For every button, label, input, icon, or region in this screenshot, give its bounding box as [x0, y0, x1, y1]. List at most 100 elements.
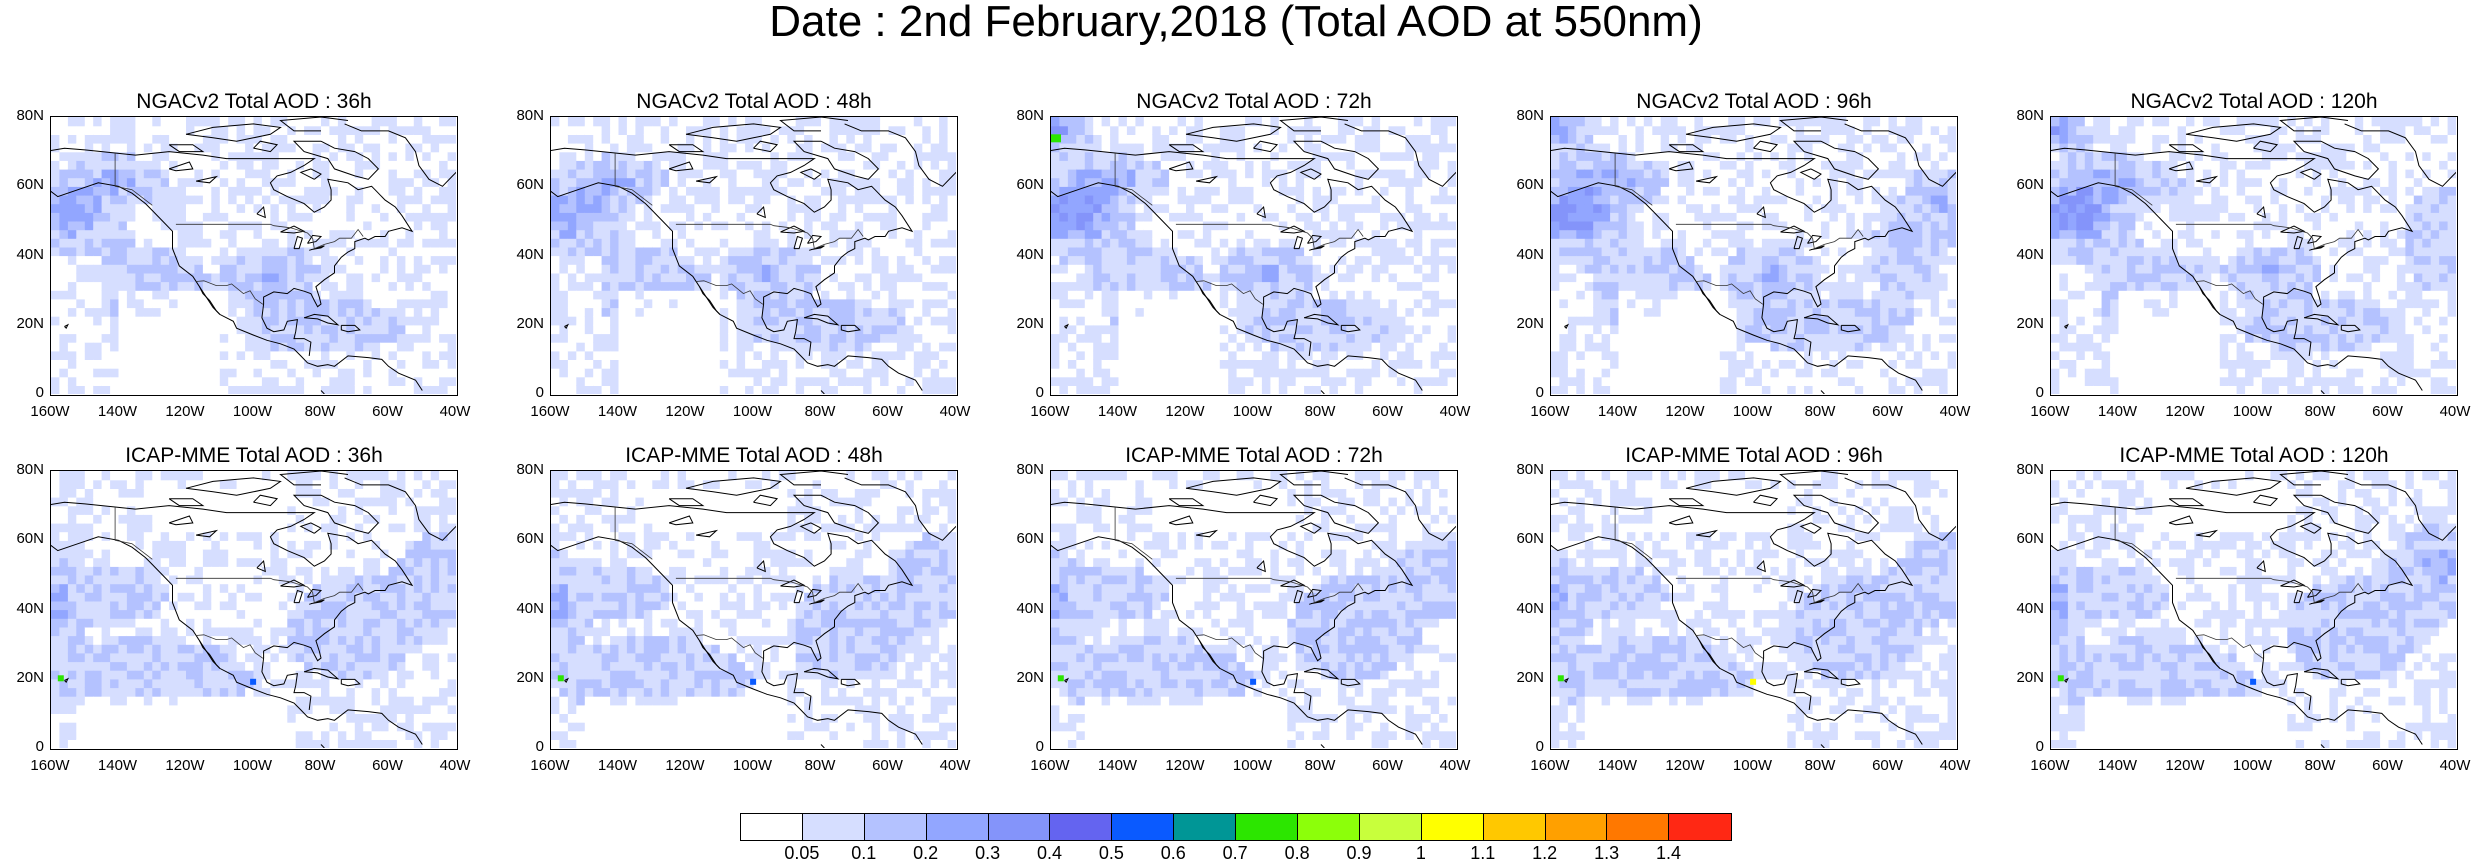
aod-cell — [745, 368, 754, 377]
aod-cell — [787, 186, 796, 195]
aod-cell — [1568, 282, 1577, 291]
aod-cell — [880, 264, 889, 273]
aod-cell — [414, 325, 423, 334]
aod-cell — [813, 377, 822, 386]
aod-cell — [1338, 160, 1347, 169]
aod-cell — [1245, 273, 1254, 282]
aod-cell — [389, 186, 398, 195]
aod-cell — [635, 342, 644, 351]
aod-cell — [363, 126, 372, 135]
aod-cell — [245, 377, 254, 386]
aod-cell — [51, 368, 60, 377]
aod-cell — [102, 307, 111, 316]
aod-cell — [644, 307, 653, 316]
aod-cell — [1431, 195, 1440, 204]
aod-cell — [948, 316, 956, 325]
aod-cell — [821, 377, 830, 386]
aod-cell — [1448, 152, 1456, 161]
aod-cell — [1329, 385, 1338, 394]
aod-cell — [422, 134, 431, 143]
aod-cell — [1279, 351, 1288, 360]
aod-cell — [51, 264, 60, 273]
aod-cell — [1329, 299, 1338, 308]
aod-cell — [1593, 186, 1602, 195]
aod-cell — [152, 359, 161, 368]
aod-cell — [178, 134, 187, 143]
aod-cell — [1161, 359, 1170, 368]
aod-cell — [51, 256, 60, 265]
aod-cell — [1551, 230, 1560, 239]
aod-cell — [1127, 368, 1136, 377]
aod-cell — [169, 342, 178, 351]
aod-cell — [254, 178, 263, 187]
aod-cell — [745, 230, 754, 239]
aod-cell — [169, 178, 178, 187]
aod-cell — [1169, 325, 1178, 334]
aod-cell — [1194, 221, 1203, 230]
aod-cell — [728, 117, 737, 126]
aod-cell — [754, 307, 763, 316]
aod-cell — [296, 385, 305, 394]
aod-cell — [254, 325, 263, 334]
aod-cell — [1346, 307, 1355, 316]
aod-cell — [1329, 230, 1338, 239]
aod-cell — [262, 385, 271, 394]
aod-cell — [1338, 230, 1347, 239]
aod-cell — [796, 212, 805, 221]
aod-cell — [610, 212, 619, 221]
aod-cell — [355, 195, 364, 204]
aod-cell — [1363, 282, 1372, 291]
aod-cell — [1093, 152, 1102, 161]
aod-cell — [939, 160, 948, 169]
aod-cell — [439, 169, 448, 178]
aod-cell — [846, 307, 855, 316]
aod-cell — [448, 325, 456, 334]
aod-cell — [787, 212, 796, 221]
aod-cell — [68, 238, 77, 247]
aod-cell — [914, 333, 923, 342]
aod-cell — [737, 212, 746, 221]
aod-cell — [619, 282, 628, 291]
aod-cell — [1194, 238, 1203, 247]
aod-cell — [880, 221, 889, 230]
aod-cell — [1568, 325, 1577, 334]
aod-cell — [1422, 204, 1431, 213]
aod-cell — [762, 152, 771, 161]
aod-cell — [863, 264, 872, 273]
aod-cell — [1220, 290, 1229, 299]
aod-cell — [1287, 290, 1296, 299]
aod-cell — [203, 307, 212, 316]
aod-cell — [228, 152, 237, 161]
aod-cell — [737, 186, 746, 195]
aod-cell — [694, 316, 703, 325]
aod-cell — [228, 247, 237, 256]
aod-cell — [51, 290, 60, 299]
aod-cell — [203, 351, 212, 360]
aod-cell — [813, 256, 822, 265]
aod-cell — [1203, 230, 1212, 239]
aod-cell — [880, 273, 889, 282]
aod-cell — [270, 186, 279, 195]
aod-cell — [262, 178, 271, 187]
aod-cell — [1279, 152, 1288, 161]
aod-cell — [1363, 333, 1372, 342]
aod-cell — [627, 221, 636, 230]
aod-cell — [1619, 368, 1628, 377]
aod-cell — [211, 333, 220, 342]
aod-cell — [372, 195, 381, 204]
aod-cell — [372, 134, 381, 143]
aod-cell — [905, 152, 914, 161]
aod-cell — [304, 299, 313, 308]
aod-cell — [1338, 385, 1347, 394]
aod-cell — [1144, 307, 1153, 316]
aod-cell — [1304, 273, 1313, 282]
aod-cell — [431, 351, 440, 360]
aod-cell — [1380, 238, 1389, 247]
aod-cell — [431, 264, 440, 273]
aod-cell — [1568, 212, 1577, 221]
aod-cell — [1355, 256, 1364, 265]
aod-cell — [119, 290, 128, 299]
aod-cell — [1237, 307, 1246, 316]
aod-cell — [585, 160, 594, 169]
aod-cell — [1610, 238, 1619, 247]
